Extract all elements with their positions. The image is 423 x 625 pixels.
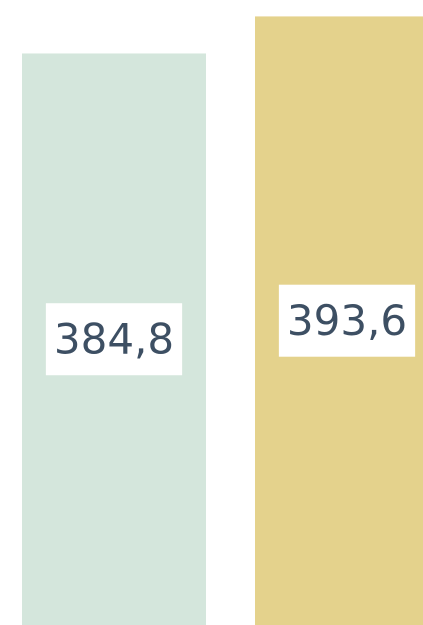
label-box <box>278 284 416 357</box>
value-label: 384,8 <box>54 315 174 364</box>
label-box <box>45 303 183 376</box>
value-label: 393,6 <box>287 296 407 345</box>
